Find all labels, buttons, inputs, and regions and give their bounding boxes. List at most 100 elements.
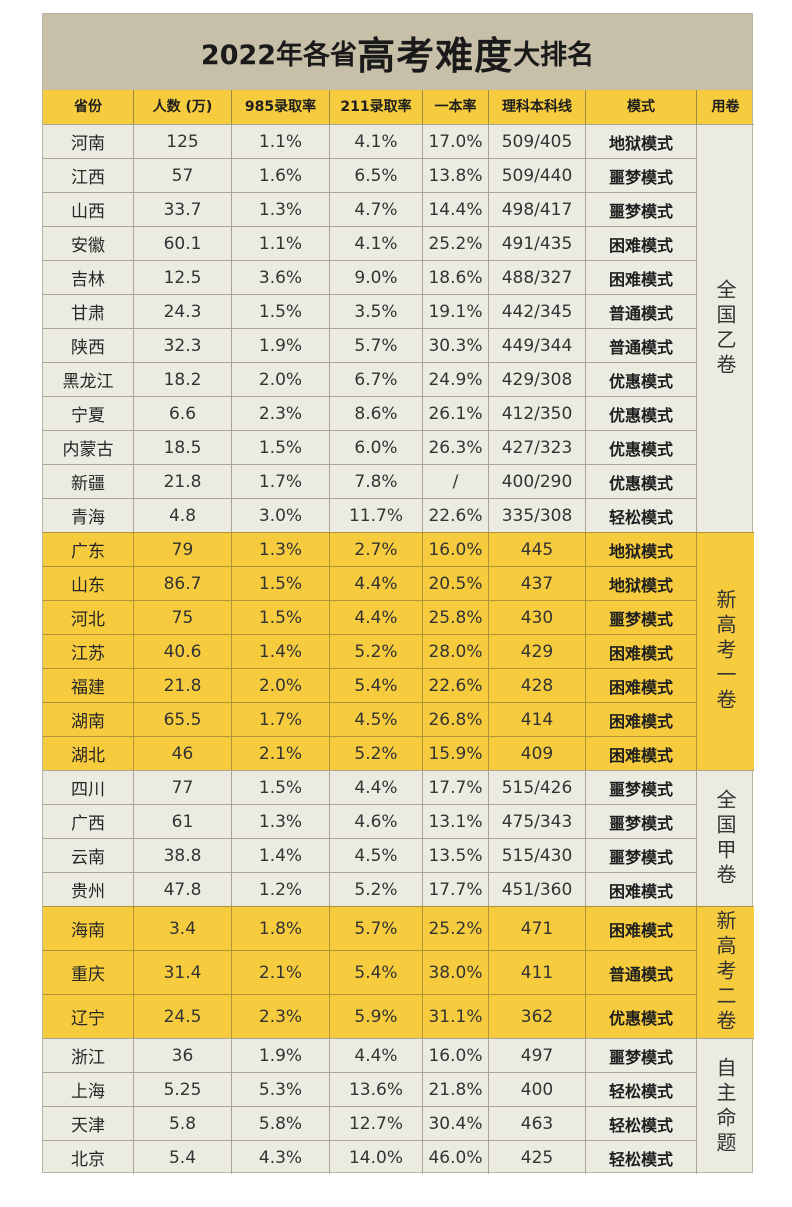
science-line-cell: 414: [489, 703, 586, 736]
province-cell: 北京: [43, 1141, 134, 1174]
tier1-rate-cell: 26.8%: [423, 703, 489, 736]
examinees-cell: 60.1: [134, 227, 232, 260]
tier1-rate-cell: 16.0%: [423, 533, 489, 566]
mode-cell: 普通模式: [586, 295, 697, 328]
rate-211-cell: 2.7%: [330, 533, 423, 566]
science-line-cell: 400/290: [489, 465, 586, 498]
province-cell: 福建: [43, 669, 134, 702]
rate-985-cell: 1.3%: [232, 533, 330, 566]
examinees-cell: 57: [134, 159, 232, 192]
province-cell: 湖南: [43, 703, 134, 736]
science-line-cell: 451/360: [489, 873, 586, 906]
table-row: 安徽 60.1 1.1% 4.1% 25.2% 491/435 困难模式: [43, 226, 697, 260]
table-row: 湖北 46 2.1% 5.2% 15.9% 409 困难模式: [43, 736, 697, 770]
rate-985-cell: 3.0%: [232, 499, 330, 532]
rate-211-cell: 4.5%: [330, 703, 423, 736]
paper-group-label: 新高考一卷: [713, 589, 737, 714]
page-title: 2022年各省 高考难度 大排名: [43, 14, 752, 90]
examinees-cell: 33.7: [134, 193, 232, 226]
rate-985-cell: 2.0%: [232, 363, 330, 396]
tier1-rate-cell: 13.1%: [423, 805, 489, 838]
mode-cell: 轻松模式: [586, 1141, 697, 1174]
rate-985-cell: 3.6%: [232, 261, 330, 294]
mode-cell: 困难模式: [586, 873, 697, 906]
rate-985-cell: 2.0%: [232, 669, 330, 702]
mode-cell: 困难模式: [586, 261, 697, 294]
science-line-cell: 445: [489, 533, 586, 566]
table-row: 福建 21.8 2.0% 5.4% 22.6% 428 困难模式: [43, 668, 697, 702]
examinees-cell: 24.5: [134, 995, 232, 1038]
rate-211-cell: 5.9%: [330, 995, 423, 1038]
tier1-rate-cell: 20.5%: [423, 567, 489, 600]
science-line-cell: 429: [489, 635, 586, 668]
rate-985-cell: 5.8%: [232, 1107, 330, 1140]
rate-211-cell: 4.4%: [330, 601, 423, 634]
rate-211-cell: 4.4%: [330, 567, 423, 600]
tier1-rate-cell: 26.3%: [423, 431, 489, 464]
table-row: 江西 57 1.6% 6.5% 13.8% 509/440 噩梦模式: [43, 158, 697, 192]
mode-cell: 噩梦模式: [586, 601, 697, 634]
science-line-cell: 515/430: [489, 839, 586, 872]
rate-211-cell: 5.2%: [330, 635, 423, 668]
rate-211-cell: 5.2%: [330, 873, 423, 906]
science-line-cell: 488/327: [489, 261, 586, 294]
examinees-cell: 46: [134, 737, 232, 770]
rate-985-cell: 1.9%: [232, 329, 330, 362]
province-cell: 安徽: [43, 227, 134, 260]
province-cell: 辽宁: [43, 995, 134, 1038]
rate-985-cell: 1.1%: [232, 125, 330, 158]
mode-cell: 噩梦模式: [586, 839, 697, 872]
examinees-cell: 5.25: [134, 1073, 232, 1106]
province-cell: 陕西: [43, 329, 134, 362]
table-row: 云南 38.8 1.4% 4.5% 13.5% 515/430 噩梦模式: [43, 838, 697, 872]
province-cell: 山西: [43, 193, 134, 226]
rate-211-cell: 6.0%: [330, 431, 423, 464]
science-line-cell: 475/343: [489, 805, 586, 838]
science-line-cell: 498/417: [489, 193, 586, 226]
tier1-rate-cell: 46.0%: [423, 1141, 489, 1174]
rate-211-cell: 4.5%: [330, 839, 423, 872]
province-cell: 内蒙古: [43, 431, 134, 464]
table-row: 宁夏 6.6 2.3% 8.6% 26.1% 412/350 优惠模式: [43, 396, 697, 430]
tier1-rate-cell: 17.7%: [423, 771, 489, 804]
examinees-cell: 125: [134, 125, 232, 158]
examinees-cell: 65.5: [134, 703, 232, 736]
rate-211-cell: 5.4%: [330, 669, 423, 702]
mode-cell: 普通模式: [586, 951, 697, 994]
mode-cell: 困难模式: [586, 737, 697, 770]
rate-211-cell: 5.7%: [330, 329, 423, 362]
examinees-cell: 32.3: [134, 329, 232, 362]
rate-211-cell: 14.0%: [330, 1141, 423, 1174]
tier1-rate-cell: 22.6%: [423, 669, 489, 702]
rate-985-cell: 1.7%: [232, 703, 330, 736]
title-main: 高考难度: [357, 33, 514, 78]
rate-985-cell: 2.3%: [232, 397, 330, 430]
table-row: 重庆 31.4 2.1% 5.4% 38.0% 411 普通模式: [43, 950, 697, 994]
province-cell: 山东: [43, 567, 134, 600]
mode-cell: 噩梦模式: [586, 193, 697, 226]
rate-985-cell: 1.8%: [232, 907, 330, 950]
rate-211-cell: 6.5%: [330, 159, 423, 192]
table-row: 天津 5.8 5.8% 12.7% 30.4% 463 轻松模式: [43, 1106, 697, 1140]
examinees-cell: 3.4: [134, 907, 232, 950]
table-row: 江苏 40.6 1.4% 5.2% 28.0% 429 困难模式: [43, 634, 697, 668]
paper-group-cell: 新高考二卷: [697, 906, 754, 1038]
table-row: 北京 5.4 4.3% 14.0% 46.0% 425 轻松模式: [43, 1140, 697, 1174]
tier1-rate-cell: /: [423, 465, 489, 498]
table-row: 河北 75 1.5% 4.4% 25.8% 430 噩梦模式: [43, 600, 697, 634]
table-row: 山西 33.7 1.3% 4.7% 14.4% 498/417 噩梦模式: [43, 192, 697, 226]
examinees-cell: 4.8: [134, 499, 232, 532]
tier1-rate-cell: 14.4%: [423, 193, 489, 226]
examinees-cell: 24.3: [134, 295, 232, 328]
science-line-cell: 471: [489, 907, 586, 950]
paper-group-label: 全国乙卷: [713, 278, 737, 379]
paper-group-cell: 自主命题: [697, 1038, 754, 1174]
table-row: 陕西 32.3 1.9% 5.7% 30.3% 449/344 普通模式: [43, 328, 697, 362]
header-tier1-rate: 一本率: [423, 90, 489, 124]
province-cell: 宁夏: [43, 397, 134, 430]
rate-985-cell: 1.7%: [232, 465, 330, 498]
tier1-rate-cell: 19.1%: [423, 295, 489, 328]
examinees-cell: 61: [134, 805, 232, 838]
province-cell: 湖北: [43, 737, 134, 770]
rate-985-cell: 1.3%: [232, 193, 330, 226]
